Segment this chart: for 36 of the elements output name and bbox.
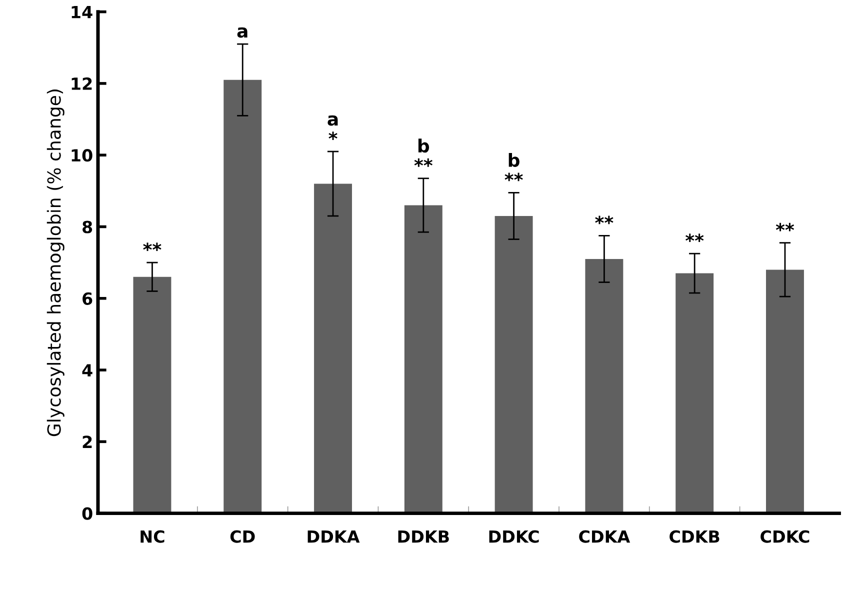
bar [224, 80, 262, 514]
x-tick-label: CD [230, 530, 255, 543]
annotation: a [328, 115, 338, 126]
annotation: b [508, 153, 520, 167]
y-tick-label: 6 [82, 292, 92, 305]
y-axis-title: Glycosylated haemoglobin (% change) [46, 90, 64, 436]
x-tick-label: DDKC [489, 530, 539, 543]
bar [494, 216, 533, 514]
bar [314, 184, 352, 514]
annotation: ** [776, 222, 794, 232]
y-tick-label: 12 [72, 77, 92, 90]
annotation: ** [686, 234, 704, 242]
bar [766, 270, 804, 514]
annotation: ** [143, 242, 162, 251]
bar [676, 273, 714, 514]
annotation: ** [414, 158, 432, 167]
y-tick-label: 0 [82, 507, 92, 520]
x-tick-label: DDKB [398, 530, 449, 543]
x-tick-label: NC [140, 530, 164, 543]
bar [133, 276, 172, 514]
bar [585, 258, 624, 514]
y-tick-label: 14 [72, 6, 92, 18]
y-tick-label: 4 [82, 364, 92, 376]
y-tick-label: 10 [72, 149, 92, 162]
x-tick-label: DDKA [308, 530, 360, 543]
annotation: ** [595, 216, 614, 224]
x-tick-label: CDKA [579, 530, 630, 543]
x-tick-label: CDKC [760, 530, 810, 543]
x-tick-label: CDKB [670, 530, 720, 543]
annotation: ** [504, 172, 523, 182]
bar [404, 205, 442, 514]
annotation: b [418, 138, 430, 153]
annotation: * [328, 132, 338, 140]
y-tick-label: 2 [82, 436, 92, 448]
y-tick-label: 8 [82, 220, 92, 234]
annotation: a [237, 27, 248, 38]
